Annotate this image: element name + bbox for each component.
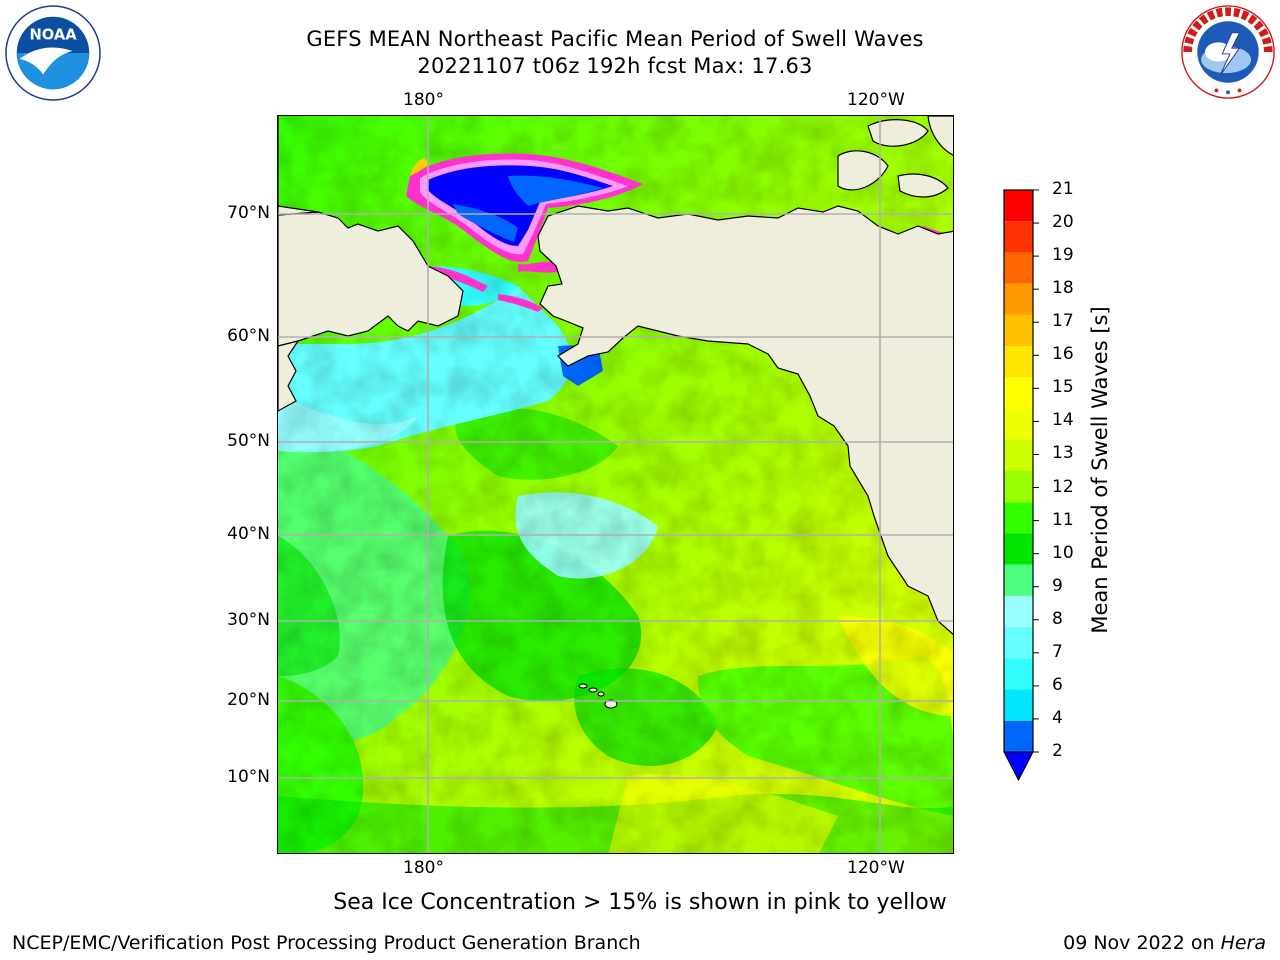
colorbar-tick-label: 15 <box>1052 377 1074 398</box>
colorbar-segment <box>1004 439 1033 471</box>
noaa-logo: NOAA <box>5 5 101 101</box>
colorbar-tick-label: 4 <box>1052 707 1063 728</box>
colorbar-tick-label: 18 <box>1052 278 1074 299</box>
lon-tick-top-120w: 120°W <box>847 90 905 110</box>
lat-tick-70n: 70°N <box>227 203 270 223</box>
colorbar-tick-label: 11 <box>1052 509 1074 530</box>
colorbar-segment <box>1004 252 1033 284</box>
colorbar-tick-label: 20 <box>1052 212 1074 233</box>
colorbar-tick-label: 7 <box>1052 641 1063 662</box>
colorbar-tick-label: 6 <box>1052 674 1063 695</box>
hawaiian-islands <box>578 683 618 709</box>
colorbar-tick-label: 13 <box>1052 443 1074 464</box>
colorbar-outline <box>1003 189 1034 753</box>
colorbar-tick-label: 10 <box>1052 542 1074 563</box>
nws-logo <box>1181 5 1275 99</box>
colorbar-tick-label: 17 <box>1052 311 1074 332</box>
noaa-logo-text: NOAA <box>29 26 77 43</box>
sea-ice-caption: Sea Ice Concentration > 15% is shown in … <box>333 890 947 915</box>
colorbar-segment <box>1004 346 1033 378</box>
lat-tick-50n: 50°N <box>227 431 270 451</box>
colorbar-segment <box>1004 720 1033 752</box>
footer-date-text: 09 Nov 2022 on <box>1063 932 1221 954</box>
colorbar-segment <box>1004 314 1033 347</box>
colorbar-segment <box>1004 221 1033 253</box>
swell-period-map <box>278 116 953 853</box>
colorbar <box>1003 189 1039 782</box>
colorbar-segment <box>1004 471 1033 503</box>
colorbar-segment <box>1004 564 1033 596</box>
land-masses <box>278 116 953 636</box>
colorbar-segment <box>1004 689 1033 721</box>
colorbar-segment <box>1004 595 1033 628</box>
lat-tick-60n: 60°N <box>227 326 270 346</box>
lon-tick-bottom-120w: 120°W <box>847 858 905 878</box>
colorbar-tick-label: 12 <box>1052 476 1074 497</box>
footer-host: Hera <box>1220 932 1266 954</box>
lat-tick-30n: 30°N <box>227 610 270 630</box>
colorbar-under-arrow <box>1003 751 1034 782</box>
colorbar-segment <box>1004 377 1033 409</box>
colorbar-segment <box>1004 658 1033 690</box>
colorbar-tick-label: 8 <box>1052 608 1063 629</box>
footer-credit: NCEP/EMC/Verification Post Processing Pr… <box>12 932 641 954</box>
colorbar-segment <box>1004 533 1033 565</box>
arctic-sea-ice <box>406 153 953 312</box>
colorbar-tick-label: 21 <box>1052 179 1074 199</box>
colorbar-segment <box>1004 502 1033 534</box>
colorbar-tick-label: 16 <box>1052 344 1074 365</box>
colorbar-segment <box>1004 190 1033 222</box>
colorbar-tick-label: 9 <box>1052 575 1063 596</box>
colorbar-title: Mean Period of Swell Waves [s] <box>1088 306 1112 634</box>
lon-tick-top-180: 180° <box>403 90 444 110</box>
lat-tick-20n: 20°N <box>227 690 270 710</box>
lat-tick-40n: 40°N <box>227 524 270 544</box>
map-subtitle: 20221107 t06z 192h fcst Max: 17.63 <box>417 54 813 78</box>
colorbar-segment <box>1004 408 1033 440</box>
lon-tick-bottom-180: 180° <box>403 858 444 878</box>
colorbar-segment <box>1004 283 1033 315</box>
colorbar-tick-label: 14 <box>1052 410 1074 431</box>
colorbar-tick-label: 2 <box>1052 741 1063 761</box>
lat-tick-10n: 10°N <box>227 767 270 787</box>
colorbar-tick-label: 19 <box>1052 245 1074 266</box>
map-title: GEFS MEAN Northeast Pacific Mean Period … <box>306 27 924 51</box>
colorbar-segment <box>1004 627 1033 659</box>
graticule <box>278 116 953 853</box>
footer-date: 09 Nov 2022 on Hera <box>1063 932 1266 954</box>
map-panel <box>277 115 954 854</box>
